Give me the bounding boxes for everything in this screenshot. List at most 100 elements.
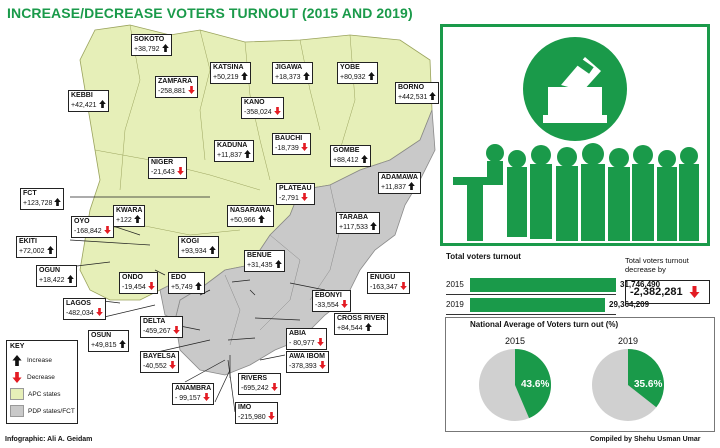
state-label-yobe: YOBE +80,932: [337, 62, 378, 84]
state-label-osun: OSUN +49,815: [88, 330, 129, 352]
state-value: -33,554: [315, 302, 339, 309]
state-name: OGUN: [39, 267, 60, 274]
arrow-up-icon: [118, 340, 126, 348]
state-value: -695,242: [241, 385, 269, 392]
pie-label-2015: 43.6%: [521, 379, 550, 390]
arrow-up-icon: [244, 150, 251, 158]
pie-year-2019: 2019: [618, 336, 639, 346]
bar-baseline: [446, 314, 616, 315]
state-name: PLATEAU: [279, 185, 312, 192]
bar-year-2015: 2015: [446, 280, 464, 289]
key-increase-label: Increase: [27, 356, 52, 364]
key-apc: APC states: [10, 388, 61, 400]
state-label-taraba: TARABA +117,533: [336, 212, 380, 234]
arrow-down-icon: [95, 308, 103, 316]
turnout-bar-2019: [470, 298, 606, 312]
key-title: KEY: [10, 343, 25, 350]
state-name: YOBE: [340, 64, 360, 71]
state-value: +5,749: [171, 284, 193, 291]
apc-swatch: [10, 388, 24, 400]
pdp-swatch: [10, 405, 24, 417]
voters-silhouette-icon: [453, 37, 699, 241]
turnout-bar-2015: [470, 278, 616, 292]
bar-value-2019: 29,364,209: [609, 300, 650, 309]
state-value: +50,966: [230, 217, 256, 224]
pie-slice-2015: [515, 349, 551, 419]
arrow-down-icon: [103, 226, 111, 234]
state-name: KATSINA: [213, 64, 244, 71]
arrow-down-icon: [273, 107, 281, 115]
state-value: +123,728: [23, 200, 53, 207]
map-key: KEY Increase Decrease APC states PDP sta…: [6, 340, 78, 424]
state-value: +11,837: [217, 152, 242, 159]
key-pdp-label: PDP states/FCT: [28, 407, 75, 415]
state-value: +93,934: [181, 248, 207, 255]
state-label-delta: DELTA -459,267: [140, 316, 183, 338]
state-name: GOMBE: [333, 147, 360, 154]
state-label-fct: FCT +123,728: [20, 188, 65, 210]
state-value: +50,219: [213, 74, 239, 81]
state-label-adamawa: ADAMAWA +11,837: [378, 172, 421, 194]
state-name: OYO: [74, 218, 90, 225]
state-value: +88,412: [333, 157, 359, 164]
state-label-plateau: PLATEAU -2,791: [276, 183, 315, 205]
pie-label-2019: 35.6%: [634, 379, 663, 390]
arrow-up-icon: [194, 282, 202, 290]
arrow-up-icon: [46, 246, 54, 254]
state-label-edo: EDO +5,749: [168, 272, 205, 294]
state-value: - 99,157: [175, 395, 201, 402]
key-decrease: Decrease: [10, 371, 55, 383]
state-value: +18,373: [275, 74, 301, 81]
pie-year-2015: 2015: [505, 336, 526, 346]
arrow-down-icon: [301, 193, 308, 201]
state-value: +117,533: [339, 224, 368, 231]
arrow-down-icon: [172, 326, 180, 334]
arrow-down-icon: [168, 361, 176, 369]
bar-value-2015: 31,746,490: [620, 280, 661, 289]
state-label-enugu: ENUGU -163,347: [367, 272, 410, 294]
state-label-kano: KANO -358,024: [241, 97, 284, 119]
arrow-down-icon: [399, 282, 407, 290]
state-label-jigawa: JIGAWA +18,373: [272, 62, 313, 84]
arrow-up-icon: [240, 72, 248, 80]
national-average-title: National Average of Voters turn out (%): [470, 320, 619, 329]
total-turnout-title: Total voters turnout: [446, 252, 521, 261]
state-label-awa-ibom: AWA IBOM -378,393: [286, 351, 329, 373]
state-value: -168,842: [74, 228, 102, 235]
state-label-benue: BENUE +31,435: [244, 250, 285, 272]
state-name: KEBBI: [71, 92, 93, 99]
credit-infographic: Infographic: Ali A. Geidam: [5, 436, 93, 443]
state-value: +80,932: [340, 74, 366, 81]
arrow-up-icon: [161, 44, 169, 52]
arrow-up-icon: [302, 72, 310, 80]
state-value: +49,815: [91, 342, 117, 349]
state-label-zamfara: ZAMFARA -258,881: [155, 76, 198, 98]
state-name: NASARAWA: [230, 207, 271, 214]
state-name: ENUGU: [370, 274, 396, 281]
state-value: -18,739: [275, 145, 299, 152]
state-name: EBONYI: [315, 292, 342, 299]
state-name: DELTA: [143, 318, 166, 325]
state-label-abia: ABIA - 80,977: [286, 328, 327, 350]
state-name: NIGER: [151, 159, 174, 166]
state-name: BENUE: [247, 252, 272, 259]
national-average-panel: [445, 317, 715, 432]
state-name: TARABA: [339, 214, 369, 221]
state-name: CROSS RIVER: [337, 315, 386, 322]
state-label-anambra: ANAMBRA - 99,157: [172, 383, 215, 405]
state-label-cross-river: CROSS RIVER +84,544: [334, 313, 389, 335]
state-label-ebonyi: EBONYI -33,554: [312, 290, 351, 312]
state-value: -482,034: [66, 310, 94, 317]
credit-compiled: Compiled by Shehu Usman Umar: [590, 436, 701, 443]
arrow-up-icon: [408, 182, 415, 190]
decrease-value-box: -2,382,281: [625, 280, 710, 304]
state-label-ekiti: EKITI +72,002: [16, 236, 57, 258]
state-name: KANO: [244, 99, 265, 106]
state-label-kebbi: KEBBI +42,421: [68, 90, 109, 112]
state-value: +442,531: [398, 94, 428, 101]
state-name: SOKOTO: [134, 36, 165, 43]
state-label-kogi: KOGI +93,934: [178, 236, 219, 258]
state-value: - 80,977: [289, 340, 315, 347]
pdp-region: [174, 109, 436, 376]
voting-illustration: [440, 24, 710, 246]
